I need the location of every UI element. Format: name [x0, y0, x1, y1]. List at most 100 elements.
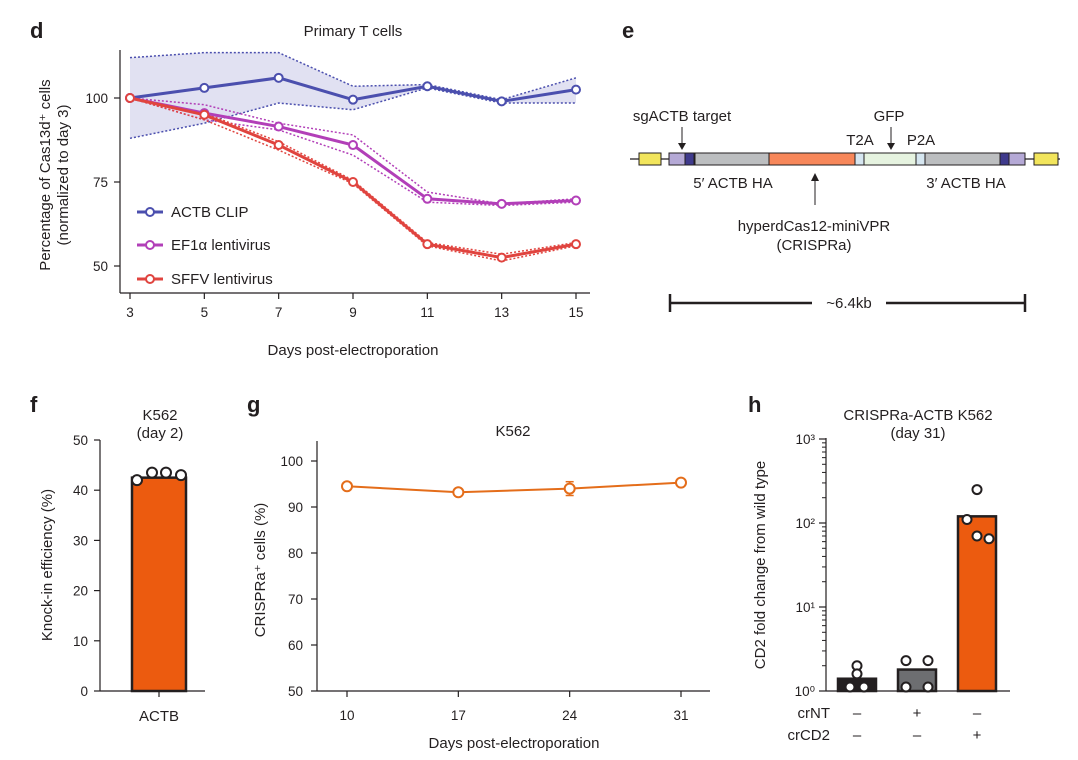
replicate-point	[131, 474, 143, 487]
gfp-label: GFP	[874, 108, 905, 125]
replicate-point	[844, 681, 856, 693]
replicate-point	[922, 681, 934, 693]
replicate-point	[900, 655, 912, 667]
panel-g-y-ticks: 50 60 70 80 90 100	[280, 454, 317, 699]
y-tick-label: 75	[93, 175, 108, 190]
bar-condition-3	[956, 515, 998, 693]
data-point	[571, 239, 581, 250]
replicate-point	[971, 530, 983, 542]
bar-condition-1	[836, 677, 878, 693]
condition-crnt-2: +	[913, 705, 922, 722]
legend-label: SFFV lentivirus	[171, 271, 273, 288]
data-point	[571, 84, 581, 95]
data-point	[273, 72, 284, 83]
x-tick-label: 24	[562, 708, 578, 723]
replicate-point	[922, 655, 934, 667]
legend-swatch-marker	[145, 274, 155, 284]
x-tick-label: 10	[339, 708, 354, 723]
y-tick-label: 70	[288, 592, 303, 607]
y-tick-label: 80	[288, 546, 303, 561]
x-tick-label: 31	[673, 708, 688, 723]
y-tick-label: 10²	[795, 516, 815, 531]
legend-label: EF1α lentivirus	[171, 237, 271, 254]
x-tick-label: 15	[568, 305, 583, 320]
y-tick-label: 0	[80, 684, 88, 699]
x-tick-label: 7	[275, 305, 283, 320]
y-tick-label: 100	[85, 91, 108, 106]
panel-e: e sgACTB target GFP T2A P2A 5′ ACTB HA 3…	[622, 18, 1060, 312]
sgactb-arrowhead	[678, 143, 686, 150]
panel-f-letter: f	[30, 392, 38, 417]
condition-crcd2-3: +	[973, 727, 982, 744]
payload-block	[768, 152, 856, 166]
panel-h-bars	[836, 484, 998, 693]
y-tick-label: 10¹	[795, 600, 815, 615]
x-tick-label: 17	[451, 708, 466, 723]
panel-e-letter: e	[622, 18, 634, 43]
bar-actb	[130, 476, 188, 693]
y-tick-label: 60	[288, 638, 303, 653]
y-tick-label: 50	[73, 433, 88, 448]
panel-h-letter: h	[748, 392, 761, 417]
y-tick-label: 10⁰	[795, 684, 816, 699]
row-label-crnt: crNT	[798, 705, 831, 722]
data-point	[125, 93, 135, 103]
replicate-point	[971, 484, 983, 496]
panel-g-letter: g	[247, 392, 260, 417]
payload-label-line1: hyperdCas12-miniVPR	[738, 218, 891, 235]
p2a-block	[915, 152, 926, 166]
panel-d-x-ticks: 3 5 7 9 11 13 15	[126, 293, 584, 320]
replicate-point	[146, 466, 158, 479]
data-point	[422, 81, 433, 92]
data-point	[571, 195, 581, 206]
left-pam-block	[684, 152, 695, 166]
data-point	[563, 482, 576, 495]
panel-d: d Primary T cells Percentage of Cas13d⁺ …	[30, 18, 590, 359]
y-tick-label: 50	[288, 684, 303, 699]
data-point	[199, 82, 210, 93]
panel-d-ylabel-line1: Percentage of Cas13d⁺ cells	[37, 79, 54, 270]
data-point	[496, 198, 507, 209]
panel-d-letter: d	[30, 18, 43, 43]
panel-f-title-line2: (day 2)	[137, 425, 184, 442]
row-label-crcd2: crCD2	[787, 727, 830, 744]
panel-g-xlabel: Days post-electroporation	[429, 735, 600, 752]
p2a-label: P2A	[907, 132, 935, 149]
data-point	[348, 177, 358, 187]
replicate-point	[983, 533, 995, 545]
ha5-block	[694, 152, 770, 166]
condition-crnt-3: –	[973, 705, 982, 722]
condition-crcd2-2: –	[913, 727, 922, 744]
replicate-point	[961, 514, 973, 526]
t2a-block	[854, 152, 865, 166]
panel-f: f K562 (day 2) Knock-in efficiency (%) 0…	[30, 392, 205, 725]
panel-h: h CRISPRa-ACTB K562 (day 31) CD2 fold ch…	[748, 392, 1010, 744]
data-point	[452, 486, 465, 499]
payload-arrowhead	[811, 173, 819, 181]
panel-g: g K562 CRISPRa⁺ cells (%) 5060708090100 …	[247, 392, 710, 752]
data-point	[496, 252, 507, 263]
data-point	[199, 109, 210, 120]
panel-h-title-line1: CRISPRa-ACTB K562	[843, 407, 992, 424]
y-tick-label: 20	[73, 584, 88, 599]
gfp-block	[863, 152, 917, 166]
x-tick-label: 5	[201, 305, 209, 320]
x-tick-label: ACTB	[139, 708, 179, 725]
panel-f-title-line1: K562	[142, 407, 177, 424]
series-line	[346, 481, 682, 494]
panel-g-ylabel: CRISPRa⁺ cells (%)	[252, 503, 269, 638]
y-tick-label: 10³	[795, 432, 815, 447]
panel-g-x-ticks: 10 17 24 31	[339, 691, 689, 723]
panel-d-ylabel: Percentage of Cas13d⁺ cells (normalized …	[37, 79, 72, 270]
x-tick-label: 13	[494, 305, 509, 320]
t2a-label: T2A	[846, 132, 874, 149]
scale-bar-label: ~6.4kb	[826, 295, 871, 312]
condition-crnt-1: –	[853, 705, 862, 722]
data-point	[422, 239, 433, 250]
data-point	[675, 476, 687, 489]
ha3-block	[924, 152, 1001, 166]
panel-d-y-ticks: 50 75 100	[85, 91, 120, 274]
ha3-label: 3′ ACTB HA	[926, 175, 1006, 192]
panel-g-title: K562	[495, 423, 530, 440]
replicate-point	[851, 668, 863, 680]
